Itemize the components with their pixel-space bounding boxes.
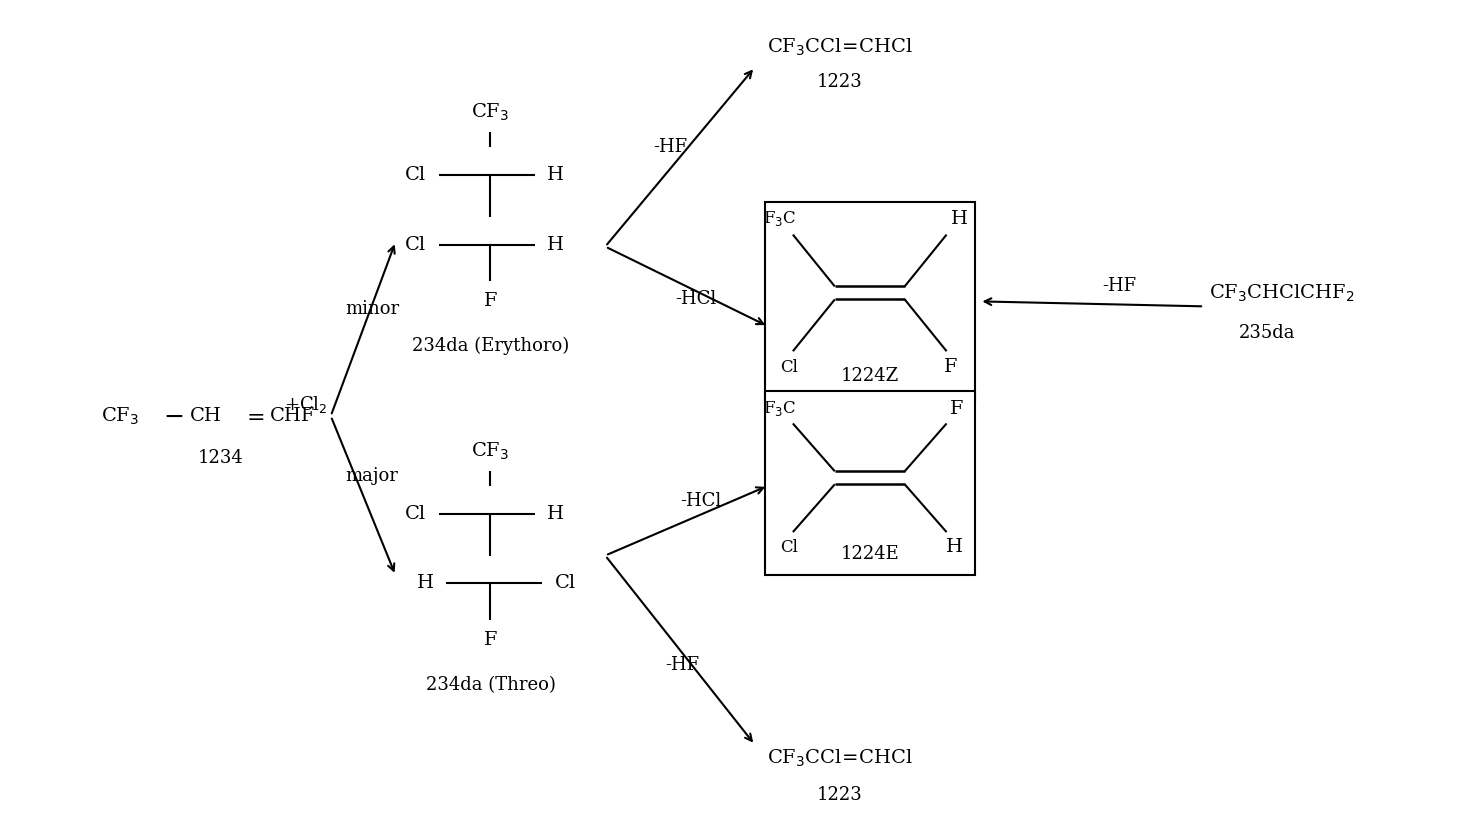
Text: H: H <box>548 235 564 253</box>
Text: F: F <box>483 632 498 649</box>
Text: H: H <box>952 209 968 228</box>
Text: 1223: 1223 <box>817 786 862 804</box>
Text: -HCl: -HCl <box>675 290 716 308</box>
Text: H: H <box>946 538 963 556</box>
Text: Cl: Cl <box>406 504 426 523</box>
Text: CF$_3$CCl$\!=\!$CHCl: CF$_3$CCl$\!=\!$CHCl <box>767 747 914 769</box>
Bar <box>764 391 975 575</box>
Text: 1224Z: 1224Z <box>840 367 899 385</box>
Text: 1224E: 1224E <box>840 544 899 563</box>
Text: $\mathrm{-}$: $\mathrm{-}$ <box>163 405 183 427</box>
Text: F: F <box>950 400 963 417</box>
Text: +Cl$_2$: +Cl$_2$ <box>284 394 328 415</box>
Text: F$_3$C: F$_3$C <box>763 209 796 229</box>
Text: Cl: Cl <box>780 359 798 376</box>
Text: Cl: Cl <box>555 574 575 593</box>
Text: CF$_3$: CF$_3$ <box>101 406 139 426</box>
Text: Cl: Cl <box>406 166 426 184</box>
Text: minor: minor <box>346 300 400 318</box>
Text: H: H <box>417 574 435 593</box>
Text: major: major <box>346 467 398 484</box>
Text: -HF: -HF <box>665 656 700 674</box>
Text: 234da (Threo): 234da (Threo) <box>426 676 555 694</box>
Text: 235da: 235da <box>1239 324 1296 342</box>
Text: 1234: 1234 <box>198 449 244 467</box>
Text: Cl: Cl <box>406 235 426 253</box>
Text: CF$_3$: CF$_3$ <box>471 101 509 123</box>
Text: CHF: CHF <box>271 407 316 425</box>
Text: 234da (Erythoro): 234da (Erythoro) <box>411 337 569 356</box>
Text: F: F <box>483 293 498 311</box>
Text: F$_3$C: F$_3$C <box>763 399 796 418</box>
Text: -HCl: -HCl <box>681 492 722 509</box>
Text: H: H <box>548 166 564 184</box>
Bar <box>764 202 975 401</box>
Text: CF$_3$CCl$\!=\!$CHCl: CF$_3$CCl$\!=\!$CHCl <box>767 37 914 58</box>
Text: CF$_3$: CF$_3$ <box>471 440 509 461</box>
Text: CF$_3$CHClCHF$_2$: CF$_3$CHClCHF$_2$ <box>1209 283 1356 304</box>
Text: F: F <box>944 358 957 376</box>
Text: 1223: 1223 <box>817 73 862 91</box>
Text: CH: CH <box>190 407 223 425</box>
Text: $=$: $=$ <box>242 405 264 427</box>
Text: -HF: -HF <box>653 138 687 156</box>
Text: H: H <box>548 504 564 523</box>
Text: -HF: -HF <box>1102 278 1136 296</box>
Text: Cl: Cl <box>780 538 798 556</box>
